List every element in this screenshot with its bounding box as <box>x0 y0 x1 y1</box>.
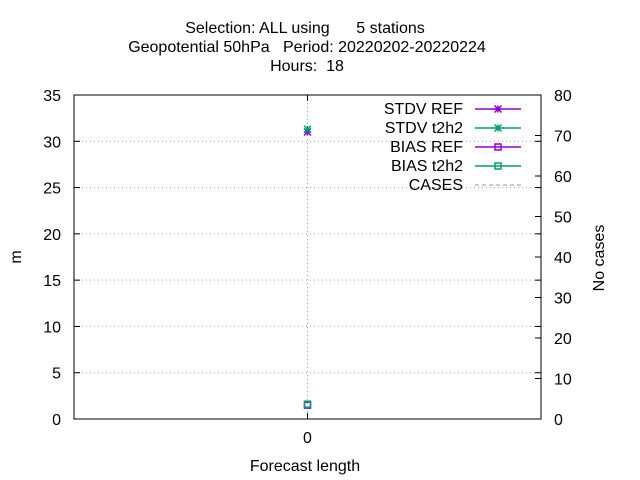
series-bias-t2h2 <box>303 400 312 408</box>
data-point-bias-t2h2 <box>303 400 312 408</box>
y2-tick-label: 60 <box>554 169 572 186</box>
series-layer <box>303 125 312 409</box>
y-tick-label: 20 <box>43 227 61 244</box>
title-line-1: Selection: ALL using 5 stations <box>185 20 425 37</box>
y2-tick-label: 80 <box>554 88 572 105</box>
y2-axis-label: No cases <box>591 225 608 292</box>
legend-label-bias-ref: BIAS REF <box>390 139 463 156</box>
legend-marker-stdv-ref <box>493 104 503 114</box>
legend-marker-bias-t2h2 <box>494 162 502 170</box>
legend-label-stdv-t2h2: STDV t2h2 <box>385 120 463 137</box>
y-tick-label: 5 <box>52 366 61 383</box>
series-stdv-t2h2 <box>303 125 312 134</box>
legend-label-bias-t2h2: BIAS t2h2 <box>391 158 463 175</box>
y-tick-label: 30 <box>43 134 61 151</box>
y2-tick-label: 10 <box>554 372 572 389</box>
y2-tick-label: 40 <box>554 250 572 267</box>
y2-tick-label: 50 <box>554 210 572 227</box>
y-tick-label: 25 <box>43 181 61 198</box>
y2-tick-label: 30 <box>554 291 572 308</box>
y-tick-label: 10 <box>43 319 61 336</box>
y2-axis: 0 10 20 30 40 50 60 70 80 <box>535 88 572 429</box>
data-point-stdv-t2h2 <box>303 125 312 134</box>
legend-label-stdv-ref: STDV REF <box>384 101 463 118</box>
y-tick-label: 35 <box>43 88 61 105</box>
chart-title: Selection: ALL using 5 stations Geopoten… <box>128 20 486 75</box>
legend-marker-stdv-t2h2 <box>493 123 503 133</box>
y2-tick-label: 20 <box>554 331 572 348</box>
y-axis-label: m <box>8 250 25 263</box>
y2-tick-label: 0 <box>554 412 563 429</box>
legend-marker-bias-ref <box>494 143 502 151</box>
x-axis: 0 <box>303 95 312 447</box>
title-line-2: Geopotential 50hPa Period: 20220202-2022… <box>128 39 486 56</box>
legend-label-cases: CASES <box>409 177 463 194</box>
y2-tick-label: 70 <box>554 129 572 146</box>
y-axis: 0 5 10 15 20 25 30 35 <box>43 88 541 429</box>
x-tick-label: 0 <box>303 430 312 447</box>
y-tick-label: 15 <box>43 273 61 290</box>
grid <box>74 95 541 419</box>
title-line-3: Hours: 18 <box>270 58 344 75</box>
y-tick-label: 0 <box>52 412 61 429</box>
x-axis-label: Forecast length <box>250 458 360 475</box>
legend: STDV REF STDV t2h2 BIAS REF BIAS t2h2 CASES <box>384 101 521 194</box>
